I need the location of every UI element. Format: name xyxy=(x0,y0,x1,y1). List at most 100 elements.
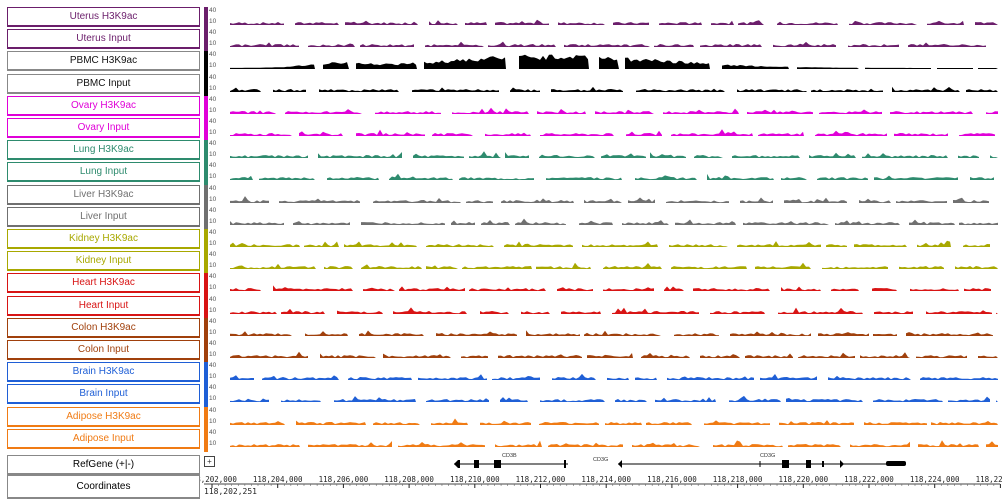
signal-segment xyxy=(613,22,649,25)
track-label[interactable]: Ovary Input xyxy=(7,118,200,138)
track-label[interactable]: PBMC Input xyxy=(7,74,200,94)
scale-max: 40 xyxy=(209,51,217,58)
track-label[interactable]: Uterus Input xyxy=(7,29,200,49)
signal-segment xyxy=(899,266,944,269)
track-color-stripe xyxy=(204,429,208,452)
signal-segment xyxy=(356,129,425,136)
signal-segment xyxy=(462,266,532,269)
track-label[interactable]: Brain H3K9ac xyxy=(7,362,200,382)
signal-segment xyxy=(635,377,657,380)
track-label[interactable]: Uterus H3K9ac xyxy=(7,7,200,27)
track-color-stripe xyxy=(204,118,208,141)
scale-min: 10 xyxy=(209,129,217,136)
signal-segment xyxy=(521,311,550,314)
signal-segment xyxy=(587,353,633,358)
signal-segment xyxy=(324,266,353,269)
signal-segment xyxy=(501,198,574,203)
signal-segment xyxy=(285,109,362,114)
ruler-tick-label: 118,222,000 xyxy=(844,475,894,484)
signal-segment xyxy=(890,111,973,114)
track-color-stripe xyxy=(204,229,208,252)
signal-segment xyxy=(582,241,658,247)
ruler-tick-label: 118,208,000 xyxy=(384,475,434,484)
scale-max: 40 xyxy=(209,273,217,280)
signal-segment xyxy=(953,197,989,203)
signal-segment xyxy=(732,155,800,158)
refgene-label[interactable]: RefGene (+|-) xyxy=(7,455,200,475)
signal-segment xyxy=(308,43,355,47)
signal-segment xyxy=(926,310,992,314)
signal-segment xyxy=(745,353,793,358)
signal-segment xyxy=(674,333,719,336)
exon xyxy=(822,461,824,467)
signal-segment xyxy=(540,399,605,402)
signal-segment xyxy=(747,109,813,114)
coordinate-ruler: 118,202,000 118,204,000 118,206,000 118,208… xyxy=(200,475,1002,488)
signal-segment xyxy=(398,442,485,447)
track-label[interactable]: Liver H3K9ac xyxy=(7,185,200,205)
scale-min: 10 xyxy=(209,262,217,269)
signal-segment xyxy=(319,89,399,92)
signal-segment xyxy=(334,396,416,402)
ruler-tick-label: 118,220,000 xyxy=(778,475,828,484)
signal-segment xyxy=(826,244,847,247)
track-color-stripe xyxy=(204,340,208,363)
signal-segment xyxy=(230,288,261,291)
signal-segment xyxy=(345,20,418,25)
signal-segment xyxy=(305,331,348,336)
signal-segment xyxy=(230,196,269,203)
signal-segment xyxy=(584,198,622,203)
signal-segment xyxy=(451,220,475,225)
track-label[interactable]: Lung Input xyxy=(7,162,200,182)
track-label[interactable]: PBMC H3K9ac xyxy=(7,51,200,71)
track-label[interactable]: Ovary H3K9ac xyxy=(7,96,200,116)
track-label[interactable]: Brain Input xyxy=(7,384,200,404)
signal-segment xyxy=(809,152,856,158)
signal-segment xyxy=(540,133,614,136)
scale-max: 40 xyxy=(209,229,217,236)
signal-track xyxy=(230,373,998,380)
track-color-stripe xyxy=(204,29,208,52)
strand-arrow xyxy=(840,460,844,468)
scale-min: 10 xyxy=(209,418,217,425)
track-label[interactable]: Colon H3K9ac xyxy=(7,318,200,338)
track-label[interactable]: Colon Input xyxy=(7,340,200,360)
signal-segment xyxy=(393,307,467,314)
signal-segment xyxy=(975,22,998,25)
track-label[interactable]: Kidney H3K9ac xyxy=(7,229,200,249)
ruler-tick-label: 118,214,000 xyxy=(581,475,631,484)
signal-segment xyxy=(738,20,764,25)
scale-min: 10 xyxy=(209,218,217,225)
signal-segment xyxy=(230,110,276,114)
track-label[interactable]: Heart H3K9ac xyxy=(7,273,200,293)
signal-segment xyxy=(615,399,647,402)
signal-segment xyxy=(558,22,605,25)
ruler-tick-label: 118,204,000 xyxy=(253,475,303,484)
signal-segment xyxy=(671,266,747,269)
signal-segment xyxy=(552,373,596,380)
exon xyxy=(806,460,811,468)
signal-segment xyxy=(359,330,424,336)
signal-track xyxy=(230,307,998,314)
signal-segment xyxy=(230,87,261,92)
signal-segment xyxy=(425,41,484,47)
signal-segment xyxy=(273,89,306,92)
track-label[interactable]: Heart Input xyxy=(7,296,200,316)
scale-min: 10 xyxy=(209,85,217,92)
signal-segment xyxy=(418,374,487,380)
signal-segment xyxy=(625,57,710,69)
expand-toggle-icon[interactable]: + xyxy=(204,456,215,467)
signal-segment xyxy=(295,22,339,25)
signal-segment xyxy=(230,311,277,314)
signal-segment xyxy=(373,198,461,203)
gene-models[interactable] xyxy=(200,453,1002,475)
track-label[interactable]: Adipose Input xyxy=(7,429,200,449)
signal-segment xyxy=(849,20,917,25)
track-label[interactable]: Kidney Input xyxy=(7,251,200,271)
track-label[interactable]: Lung H3K9ac xyxy=(7,140,200,160)
track-label[interactable]: Liver Input xyxy=(7,207,200,227)
signal-segment xyxy=(481,220,510,225)
signal-segment xyxy=(539,422,599,425)
ruler-tick-label: 118,206,000 xyxy=(319,475,369,484)
track-label[interactable]: Adipose H3K9ac xyxy=(7,407,200,427)
